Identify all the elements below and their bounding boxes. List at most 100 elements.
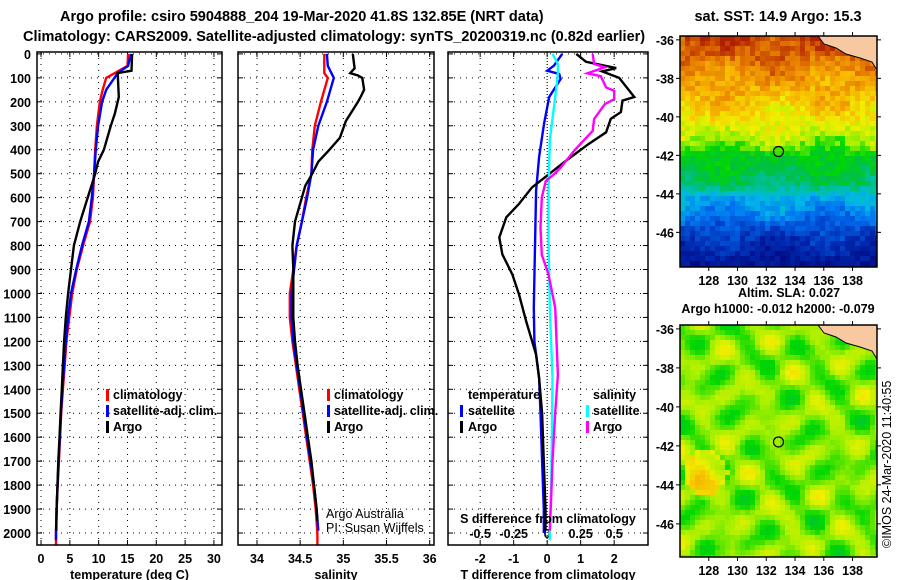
sst-pixel (720, 36, 725, 41)
sla-pixel (865, 540, 870, 545)
sla-pixel (710, 545, 715, 550)
sst-pixel (765, 126, 770, 131)
sla-pixel (845, 435, 850, 440)
sla-pixel (755, 420, 760, 425)
sst-pixel (815, 231, 820, 236)
sla-pixel (690, 550, 695, 555)
sla-pixel (875, 365, 877, 370)
sla-pixel (725, 460, 730, 465)
sst-pixel (860, 66, 865, 71)
sla-pixel (835, 460, 840, 465)
sla-pixel (815, 365, 820, 370)
sst-pixel (685, 206, 690, 211)
sla-pixel (785, 430, 790, 435)
sla-pixel (750, 535, 755, 540)
sst-pixel (820, 101, 825, 106)
sst-pixel (795, 156, 800, 161)
plot-area (448, 52, 648, 545)
sla-pixel (835, 505, 840, 510)
sst-pixel (845, 226, 850, 231)
sst-pixel (830, 231, 835, 236)
sla-pixel (800, 475, 805, 480)
sst-pixel (835, 166, 840, 171)
sla-pixel (690, 465, 695, 470)
sla-pixel (850, 450, 855, 455)
sst-pixel (850, 181, 855, 186)
sla-pixel (850, 485, 855, 490)
sst-pixel (850, 136, 855, 141)
sst-pixel (760, 191, 765, 196)
sst-pixel (725, 146, 730, 151)
sst-pixel (760, 226, 765, 231)
sla-pixel (840, 350, 845, 355)
sst-pixel (720, 56, 725, 61)
sst-pixel (765, 121, 770, 126)
sla-pixel (735, 515, 740, 520)
sst-pixel (850, 216, 855, 221)
sst-pixel (805, 241, 810, 246)
sla-pixel (860, 440, 865, 445)
sst-pixel (755, 61, 760, 66)
sst-pixel (690, 201, 695, 206)
sla-pixel (870, 455, 875, 460)
sla-pixel (725, 425, 730, 430)
sla-pixel (710, 480, 715, 485)
sst-pixel (810, 141, 815, 146)
sla-pixel (805, 330, 810, 335)
sla-pixel (685, 330, 690, 335)
sla-pixel (730, 440, 735, 445)
sla-pixel (820, 425, 825, 430)
sst-pixel (850, 226, 855, 231)
sla-pixel (865, 530, 870, 535)
sst-pixel (805, 181, 810, 186)
sst-pixel (705, 206, 710, 211)
sla-pixel (695, 345, 700, 350)
sla-pixel (830, 440, 835, 445)
sla-pixel (830, 455, 835, 460)
sla-pixel (685, 360, 690, 365)
sst-pixel (695, 61, 700, 66)
sst-pixel (745, 91, 750, 96)
sst-pixel (830, 66, 835, 71)
sla-pixel (810, 410, 815, 415)
sst-pixel (735, 246, 740, 251)
sst-pixel (715, 81, 720, 86)
sst-pixel (700, 76, 705, 81)
sst-pixel (705, 136, 710, 141)
sla-pixel (685, 400, 690, 405)
sla-pixel (865, 510, 870, 515)
sst-pixel (800, 181, 805, 186)
sst-pixel (835, 56, 840, 61)
sst-pixel (705, 146, 710, 151)
sst-pixel (865, 171, 870, 176)
sst-pixel (850, 186, 855, 191)
sla-pixel (775, 530, 780, 535)
sla-pixel (800, 375, 805, 380)
sst-pixel (855, 171, 860, 176)
sla-pixel (720, 425, 725, 430)
sla-pixel (760, 385, 765, 390)
sla-pixel (740, 375, 745, 380)
sst-pixel (800, 146, 805, 151)
sst-pixel (795, 76, 800, 81)
sst-pixel (795, 106, 800, 111)
sla-pixel (695, 455, 700, 460)
sst-pixel (770, 36, 775, 41)
sst-pixel (875, 206, 877, 211)
sla-pixel (720, 450, 725, 455)
sla-pixel (705, 485, 710, 490)
sla-pixel (790, 390, 795, 395)
sla-pixel (735, 420, 740, 425)
sla-pixel (700, 360, 705, 365)
sst-pixel (805, 106, 810, 111)
sst-pixel (835, 201, 840, 206)
sla-pixel (755, 410, 760, 415)
sst-pixel (835, 71, 840, 76)
sla-pixel (875, 395, 877, 400)
sst-pixel (750, 106, 755, 111)
sla-pixel (785, 405, 790, 410)
sla-pixel (690, 400, 695, 405)
sla-pixel (765, 555, 770, 557)
sst-pixel (855, 236, 860, 241)
sst-pixel (730, 96, 735, 101)
